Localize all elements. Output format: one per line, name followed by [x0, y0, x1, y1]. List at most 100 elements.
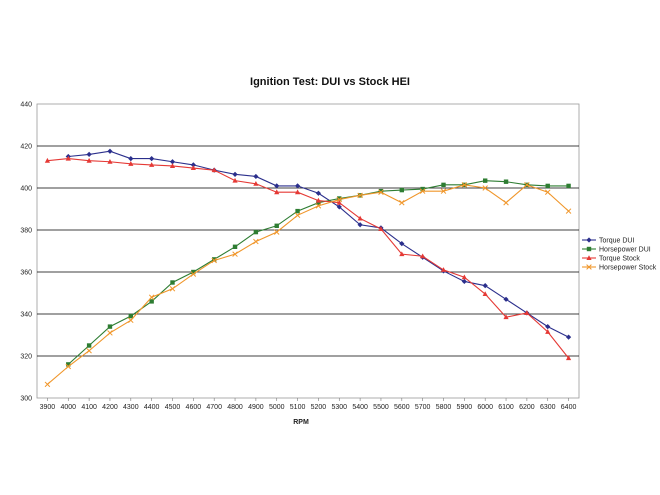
x-tick-label: 6200 [519, 404, 535, 411]
torque-stock-point [524, 310, 530, 315]
torque-stock-point [253, 181, 259, 186]
torque-stock-point [482, 291, 488, 297]
torque-stock-point [545, 329, 551, 334]
legend: Torque DUI Horsepower DUI Torque Stock Hors… [582, 237, 657, 272]
horsepower-dui-point [107, 324, 113, 329]
horsepower-dui-point [482, 178, 488, 183]
horsepower-stock-point [357, 192, 363, 199]
torque-stock-point [378, 226, 384, 231]
x-tick-label: 5400 [352, 404, 368, 411]
x-tick-label: 5200 [311, 404, 327, 411]
chart-title: Ignition Test: DUI vs Stock HEI [250, 76, 410, 88]
horsepower-stock-point [86, 347, 92, 354]
torque-stock-point [420, 253, 426, 259]
horsepower-stock-point [294, 212, 301, 219]
x-tick-label: 5000 [269, 404, 285, 411]
gridlines [37, 145, 579, 357]
horsepower-dui-point [378, 188, 384, 194]
horsepower-stock-point [65, 363, 72, 370]
x-tick-label: 5700 [415, 404, 431, 411]
x-axis-ticks: 3900 4000 4100 4200 4300 4400 4500 4600 4700 4800… [40, 398, 577, 411]
x-tick-label: 5600 [394, 404, 410, 411]
horsepower-dui-point [211, 257, 217, 262]
horsepower-stock-point [503, 199, 509, 206]
x-axis-label: RPM [293, 419, 309, 426]
torque-stock-point [294, 189, 301, 195]
horsepower-dui-point [253, 229, 259, 235]
horsepower-dui-point [503, 179, 509, 184]
legend-item-horsepower-dui: Horsepower DUI [582, 247, 651, 254]
horsepower-stock-point [190, 271, 197, 277]
torque-stock-point [503, 314, 509, 320]
x-tick-label: 4900 [248, 404, 264, 411]
torque-stock-point [357, 215, 363, 221]
horsepower-stock-point [419, 188, 426, 194]
horsepower-stock-line [47, 184, 569, 385]
x-tick-label: 5500 [373, 404, 389, 411]
x-tick-label: 4500 [165, 404, 181, 411]
torque-stock-point [169, 163, 176, 168]
horsepower-dui-point [566, 183, 571, 189]
horsepower-dui-point [149, 299, 154, 304]
x-tick-label: 5800 [436, 404, 452, 411]
x-tick-label: 4600 [186, 404, 202, 411]
torque-dui-point [399, 241, 405, 247]
x-tick-label: 4700 [206, 404, 222, 411]
x-tick-label: 5300 [331, 404, 347, 411]
horsepower-stock-point [44, 381, 51, 388]
series-torque-stock [44, 155, 572, 361]
torque-stock-point [65, 155, 71, 161]
horsepower-dui-point [170, 280, 175, 285]
x-tick-label: 4300 [123, 404, 139, 411]
torque-stock-point [315, 197, 322, 203]
horsepower-dui-point [399, 187, 405, 193]
horsepower-dui-point [86, 343, 92, 348]
horsepower-stock-point [378, 189, 384, 195]
y-tick-label: 440 [20, 102, 32, 109]
torque-stock-point [44, 157, 51, 163]
torque-dui-point [86, 151, 92, 157]
y-tick-label: 380 [20, 228, 32, 235]
torque-dui-point [545, 324, 551, 330]
legend-torque-stock-point [586, 255, 592, 260]
torque-dui-point [190, 162, 196, 168]
horsepower-stock-point [482, 185, 488, 191]
torque-dui-point [253, 173, 259, 180]
torque-dui-point [149, 156, 155, 162]
legend-item-torque-dui: Torque DUI [582, 237, 634, 245]
series-horsepower-stock [44, 182, 572, 388]
horsepower-dui-point [295, 208, 300, 214]
legend-label: Torque Stock [599, 256, 640, 263]
x-tick-label: 6400 [561, 404, 577, 411]
x-tick-label: 6100 [498, 404, 514, 411]
horsepower-stock-point [169, 286, 176, 292]
torque-dui-point [107, 148, 113, 154]
horsepower-stock-point [399, 199, 405, 206]
torque-stock-point [86, 157, 92, 163]
horsepower-dui-point [545, 183, 550, 189]
y-axis-ticks: 300 320 340 360 380 400 420 440 [20, 102, 32, 403]
y-tick-label: 420 [20, 144, 32, 151]
torque-dui-point [503, 296, 509, 302]
torque-stock-line [47, 158, 570, 359]
x-tick-label: 4200 [102, 404, 118, 411]
x-tick-label: 5900 [457, 404, 473, 411]
plot-area [36, 103, 580, 399]
horsepower-stock-point [273, 229, 280, 235]
x-tick-label: 4100 [81, 404, 97, 411]
y-tick-label: 400 [20, 186, 32, 193]
torque-stock-point [336, 199, 342, 205]
legend-label: Horsepower Stock [599, 265, 657, 272]
torque-dui-point [357, 222, 363, 228]
horsepower-stock-point [544, 189, 551, 195]
horsepower-stock-point [232, 251, 238, 257]
horsepower-dui-point [66, 362, 71, 367]
horsepower-stock-point [524, 182, 530, 188]
horsepower-stock-point [148, 294, 155, 300]
horsepower-dui-point [191, 269, 196, 275]
torque-stock-point [107, 158, 113, 164]
torque-dui-point [128, 156, 134, 162]
x-tick-label: 6000 [477, 404, 493, 411]
